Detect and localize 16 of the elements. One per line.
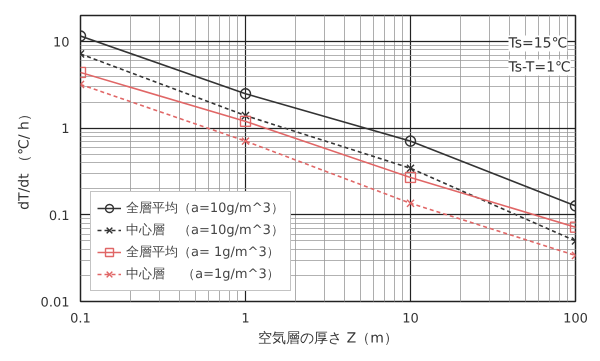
x-tick-label: 1 <box>241 312 250 326</box>
legend-label: 全層平均（a=10g/m^3） <box>126 200 284 217</box>
x-axis-title: 空気層の厚さ Z（m） <box>258 330 398 346</box>
x-tick-label: 100 <box>563 312 588 326</box>
annotation: Ts-T=1℃ <box>508 60 571 76</box>
y-axis-title: dT/dt （℃/ h） <box>16 107 33 210</box>
annotation: Ts=15℃ <box>508 36 568 52</box>
legend-label: 中心層 （a=10g/m^3） <box>126 222 284 239</box>
x-tick-label: 10 <box>402 312 419 326</box>
y-tick-label: 10 <box>52 36 70 51</box>
legend-label: 中心層 （a=1g/m^3） <box>126 266 280 283</box>
y-tick-label: 1 <box>61 122 70 138</box>
x-tick-label: 0.1 <box>70 312 91 326</box>
legend-label: 全層平均（a= 1g/m^3） <box>126 244 280 261</box>
y-tick-label: 0.1 <box>48 208 70 224</box>
y-tick-label: 0.01 <box>40 296 70 310</box>
